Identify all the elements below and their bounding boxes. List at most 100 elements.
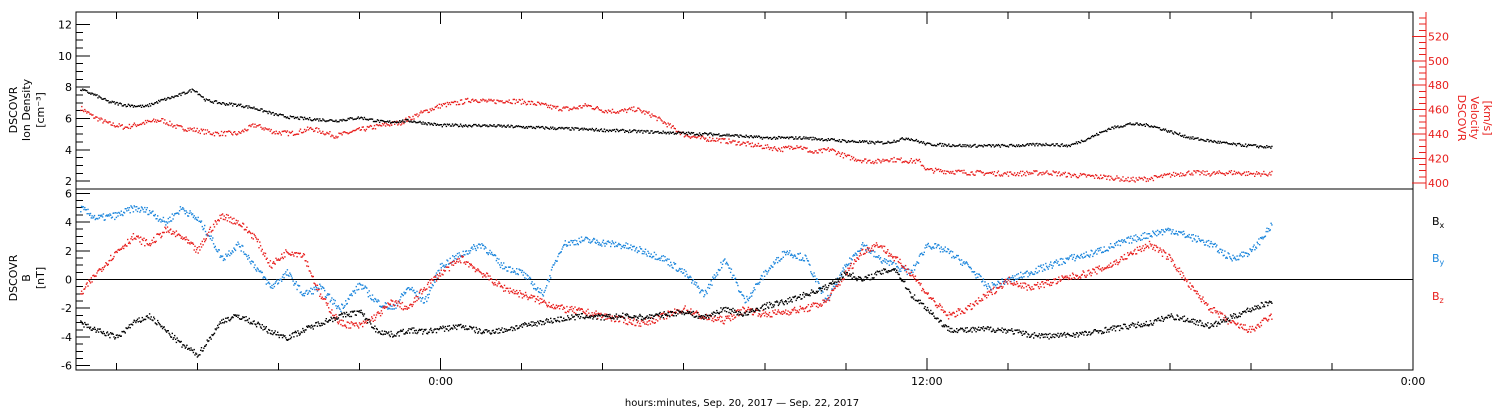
velocity-series-point	[749, 142, 751, 145]
by-series-point	[620, 247, 622, 250]
bz-series-point	[875, 242, 878, 244]
bz-series-point	[159, 232, 161, 235]
by-series-point	[98, 217, 101, 219]
density-series-point	[497, 124, 499, 126]
bz-series-point	[88, 279, 90, 281]
velocity-series-point	[337, 136, 339, 138]
density-series-point	[406, 119, 408, 121]
by-series-point	[1250, 250, 1253, 253]
density-series-point	[107, 100, 109, 102]
velocity-series-point	[1185, 174, 1187, 176]
velocity-series-point	[426, 109, 428, 111]
velocity-series-point	[1042, 171, 1044, 174]
by-series-point	[1137, 238, 1139, 241]
velocity-series-point	[1001, 175, 1004, 177]
velocity-series-point	[344, 131, 346, 133]
velocity-series-point	[422, 111, 424, 113]
by-series-point	[963, 261, 965, 263]
velocity-series-point	[783, 146, 785, 148]
by-series-point	[224, 259, 226, 261]
by-series-point	[260, 271, 263, 274]
density-series-point	[265, 110, 267, 112]
density-series-point	[116, 101, 118, 104]
velocity-series-point	[1063, 173, 1065, 175]
density-series-point	[822, 140, 824, 142]
bz-series-point	[872, 249, 874, 252]
bz-series-point	[893, 260, 895, 262]
velocity-series-point	[1170, 174, 1173, 176]
velocity-series-point	[778, 148, 781, 151]
bz-series-point	[644, 323, 646, 325]
bz-series-point	[144, 239, 147, 242]
by-series-point	[554, 259, 557, 262]
density-series-point	[1180, 135, 1182, 137]
density-series-point	[980, 144, 982, 147]
by-series-point	[762, 278, 764, 281]
velocity-series-point	[693, 136, 696, 138]
density-series-point	[448, 123, 451, 125]
velocity-series-point	[1019, 172, 1021, 174]
velocity-series-point	[524, 101, 527, 104]
by-series-point	[609, 241, 611, 244]
by-series-point	[817, 281, 819, 283]
bz-series-point	[897, 260, 899, 263]
density-series-point	[1079, 142, 1082, 144]
by-series-point	[248, 257, 250, 259]
density-series-point	[610, 130, 613, 132]
velocity-series-point	[1239, 173, 1242, 175]
by-series-point	[490, 251, 493, 254]
bz-series-point	[647, 324, 649, 326]
velocity-series-point	[216, 131, 219, 134]
velocity-series-point	[839, 155, 842, 157]
velocity-series-point	[666, 126, 668, 128]
velocity-series-point	[133, 122, 136, 124]
density-series-point	[1226, 142, 1228, 144]
bz-series-point	[321, 296, 323, 298]
density-series-point	[577, 127, 579, 129]
by-series-point	[674, 263, 677, 265]
bz-series-point	[861, 249, 863, 251]
density-series-point	[1205, 140, 1207, 142]
bz-series-point	[689, 310, 691, 313]
density-series-point	[1203, 139, 1205, 142]
density-series	[80, 88, 1273, 149]
velocity-series-point	[685, 134, 688, 136]
density-series-point	[1007, 146, 1010, 148]
density-series-point	[757, 135, 760, 137]
by-series-point	[1071, 254, 1073, 256]
by-series-point	[455, 254, 457, 257]
bz-series-point	[743, 308, 746, 310]
density-series-point	[957, 145, 959, 147]
bz-series-point	[250, 232, 252, 235]
velocity-series-point	[326, 131, 328, 134]
velocity-series-point	[247, 129, 249, 131]
velocity-series-point	[250, 125, 252, 128]
density-series-point	[1218, 142, 1220, 144]
velocity-series-point	[715, 140, 717, 142]
velocity-series-point	[1024, 172, 1026, 174]
bz-series-point	[161, 235, 163, 237]
velocity-series-point	[981, 172, 983, 174]
density-series-point	[270, 113, 272, 115]
velocity-series-point	[680, 131, 683, 134]
velocity-series-point	[343, 131, 345, 133]
density-series-point	[1124, 125, 1126, 127]
by-series-point	[810, 272, 813, 275]
density-series-point	[1125, 123, 1127, 126]
by-series-point	[925, 244, 927, 246]
bz-series-point	[343, 325, 345, 327]
bz-series-point	[638, 325, 640, 327]
velocity-series-point	[217, 132, 220, 135]
by-series-point	[184, 213, 186, 215]
bz-series-point	[189, 243, 191, 245]
velocity-series-point	[747, 141, 749, 143]
density-series-point	[545, 126, 547, 128]
density-series-point	[570, 129, 572, 131]
velocity-series-point	[923, 167, 926, 169]
bz-series-point	[527, 298, 529, 301]
density-series-point	[864, 140, 866, 142]
bz-series-point	[456, 258, 459, 260]
velocity-series-point	[1189, 173, 1191, 175]
by-series-point	[1070, 255, 1072, 257]
density-tick-label: 8	[65, 81, 72, 94]
